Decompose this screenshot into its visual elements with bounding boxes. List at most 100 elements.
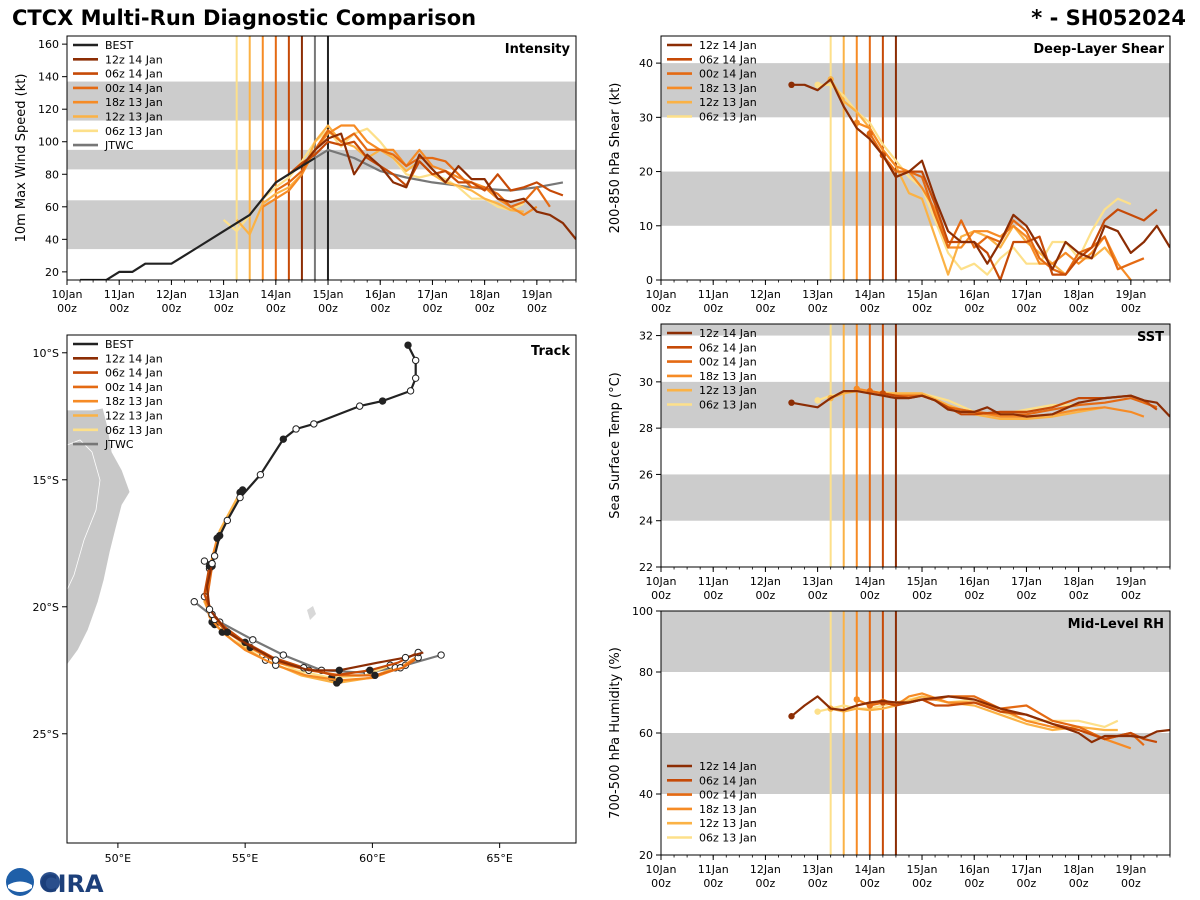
shear-series-line	[791, 78, 1170, 271]
intensity-panel-title: Intensity	[505, 42, 571, 57]
intensity-x-tick-label: 00z	[527, 302, 547, 315]
shear-init-marker	[788, 81, 795, 89]
rh-x-tick-label: 14Jan	[854, 863, 885, 876]
sst-x-tick-label: 15Jan	[907, 575, 938, 588]
track-line	[205, 563, 424, 672]
rh-x-tick-label: 00z	[1017, 877, 1037, 890]
rh-legend-label: 06z 13 Jan	[699, 832, 757, 845]
track-point	[335, 666, 344, 674]
intensity-y-tick-label: 80	[45, 168, 59, 181]
sst-legend-label: 06z 14 Jan	[699, 341, 757, 354]
shear-x-tick-label: 00z	[756, 302, 776, 315]
track-point	[404, 341, 412, 349]
shear-series-line	[856, 121, 1132, 280]
shear-x-tick-label: 00z	[1069, 302, 1089, 315]
intensity-legend-label: 12z 13 Jan	[105, 111, 163, 124]
track-legend-label: BEST	[105, 338, 133, 351]
intensity-x-tick-label: 00z	[266, 302, 286, 315]
track-point	[406, 387, 415, 395]
sst-x-tick-label: 12Jan	[750, 575, 781, 588]
track-line	[204, 344, 417, 565]
sst-y-axis-label: Sea Surface Temp (°C)	[608, 372, 623, 519]
track-point	[236, 493, 244, 502]
intensity-legend-label: 06z 14 Jan	[105, 68, 163, 81]
intensity-x-tick-label: 00z	[475, 302, 495, 315]
sst-panel: 10Jan00z11Jan00z12Jan00z13Jan00z14Jan00z…	[608, 323, 1171, 602]
intensity-legend-label: BEST	[105, 39, 133, 52]
shear-x-tick-label: 15Jan	[907, 288, 938, 301]
rh-x-tick-label: 12Jan	[750, 863, 781, 876]
sst-init-marker	[814, 397, 821, 404]
sst-y-tick-label: 24	[639, 515, 653, 528]
rh-x-tick-label: 00z	[912, 877, 932, 890]
shear-legend-label: 06z 13 Jan	[699, 111, 757, 124]
sst-x-tick-label: 18Jan	[1063, 575, 1094, 588]
intensity-y-tick-label: 160	[38, 38, 59, 51]
rh-x-tick-label: 00z	[756, 877, 776, 890]
sst-x-tick-label: 13Jan	[802, 575, 833, 588]
sst-x-tick-label: 00z	[651, 589, 671, 602]
track-point	[411, 356, 420, 365]
sst-band	[661, 324, 1170, 336]
shear-legend-label: 06z 14 Jan	[699, 53, 757, 66]
shear-x-tick-label: 10Jan	[646, 288, 677, 301]
intensity-x-tick-label: 17Jan	[417, 288, 448, 301]
sst-y-tick-label: 22	[639, 561, 653, 574]
track-point	[366, 666, 374, 674]
intensity-y-tick-label: 140	[38, 71, 59, 84]
rh-init-marker	[853, 696, 860, 703]
sst-x-tick-label: 00z	[1069, 589, 1089, 602]
track-legend-label: 06z 13 Jan	[105, 424, 163, 437]
intensity-legend-label: 12z 14 Jan	[105, 53, 163, 66]
intensity-x-tick-label: 14Jan	[260, 288, 291, 301]
cira-globe-icon	[40, 872, 60, 892]
sst-x-tick-label: 00z	[860, 589, 880, 602]
intensity-y-tick-label: 100	[38, 136, 59, 149]
madagascar-landmass	[67, 407, 131, 666]
track-point	[200, 557, 209, 565]
intensity-series-line	[301, 132, 576, 240]
rh-x-tick-label: 00z	[703, 877, 723, 890]
track-line	[205, 565, 419, 677]
sst-x-tick-label: 00z	[808, 589, 828, 602]
shear-x-tick-label: 00z	[703, 302, 723, 315]
intensity-x-tick-label: 00z	[57, 302, 77, 315]
track-y-tick-label: 10°S	[33, 347, 59, 360]
shear-x-tick-label: 00z	[912, 302, 932, 315]
intensity-y-tick-label: 40	[45, 233, 59, 246]
sst-legend-label: 00z 14 Jan	[699, 356, 757, 369]
shear-y-tick-label: 30	[639, 111, 653, 124]
shear-y-tick-label: 20	[639, 166, 653, 179]
intensity-x-tick-label: 16Jan	[365, 288, 396, 301]
reunion-island	[307, 606, 316, 620]
sst-init-marker	[788, 399, 795, 406]
rh-x-tick-label: 00z	[651, 877, 671, 890]
track-point	[249, 636, 257, 644]
track-point	[378, 397, 387, 405]
sst-x-tick-label: 00z	[1017, 589, 1037, 602]
shear-band	[661, 63, 1170, 118]
track-x-tick-label: 65°E	[486, 852, 512, 865]
rh-x-tick-label: 16Jan	[959, 863, 990, 876]
shear-panel-title: Deep-Layer Shear	[1033, 42, 1164, 57]
shear-x-tick-label: 19Jan	[1115, 288, 1146, 301]
track-point	[335, 676, 344, 685]
track-y-tick-label: 20°S	[33, 601, 59, 614]
shear-y-tick-label: 0	[646, 274, 653, 287]
shear-x-tick-label: 11Jan	[698, 288, 729, 301]
sst-x-tick-label: 14Jan	[854, 575, 885, 588]
track-legend-label: 06z 14 Jan	[105, 367, 163, 380]
track-point	[279, 651, 288, 659]
shear-y-tick-label: 40	[639, 57, 653, 70]
shear-axes-frame	[660, 35, 1171, 281]
track-point	[216, 531, 224, 540]
madagascar-border	[67, 439, 101, 591]
track-point	[310, 420, 318, 428]
shear-init-marker	[866, 130, 874, 137]
chart-title: CTCX Multi-Run Diagnostic Comparison	[12, 6, 477, 30]
track-line	[203, 565, 419, 677]
track-x-tick-label: 60°E	[359, 852, 385, 865]
rh-y-tick-label: 60	[639, 727, 653, 740]
track-point	[256, 471, 265, 479]
rh-x-tick-label: 18Jan	[1063, 863, 1094, 876]
